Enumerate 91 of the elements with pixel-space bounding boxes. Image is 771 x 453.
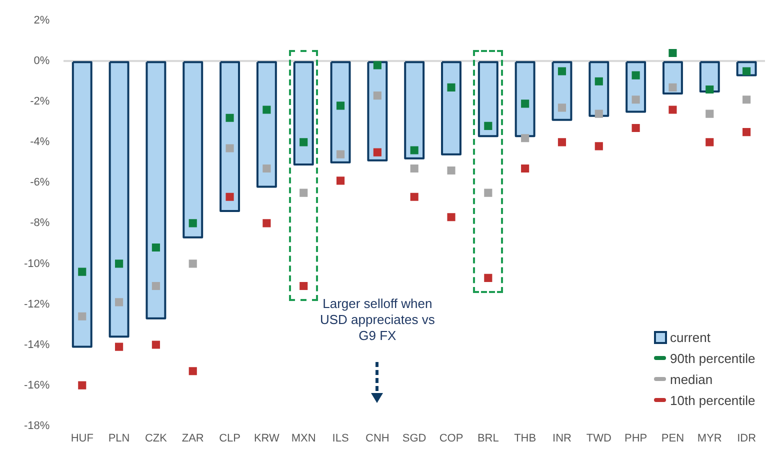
- y-tick-label: -2%: [30, 96, 50, 108]
- x-tick-label: THB: [514, 432, 536, 444]
- y-tick-label: 0%: [34, 55, 50, 68]
- point: [594, 110, 603, 118]
- point: [521, 100, 530, 108]
- y-tick-label: -8%: [30, 217, 50, 230]
- point: [668, 48, 677, 58]
- point: [115, 298, 124, 306]
- point: [152, 340, 160, 349]
- x-tick-label: MXN: [291, 432, 316, 444]
- legend-label: 10th percentile: [670, 392, 756, 408]
- y-tick-label: -18%: [24, 420, 50, 432]
- x-tick-label: IDR: [737, 432, 756, 444]
- point: [410, 164, 418, 173]
- point: [226, 192, 234, 201]
- point: [373, 92, 382, 100]
- point: [558, 104, 566, 112]
- point: [152, 243, 160, 252]
- y-tick-label: -14%: [24, 338, 50, 351]
- point: [410, 192, 418, 201]
- point: [484, 188, 492, 197]
- y-tick-label: -10%: [24, 258, 50, 270]
- x-tick-label: PHP: [624, 432, 648, 444]
- point: [336, 150, 345, 158]
- point: [447, 213, 456, 222]
- legend-label: median: [670, 372, 713, 387]
- x-tick-label: INR: [552, 432, 572, 444]
- y-tick-label: 2%: [34, 14, 50, 27]
- point: [226, 114, 234, 122]
- point: [521, 134, 530, 142]
- point: [447, 166, 456, 175]
- legend-label: 90th percentile: [670, 350, 756, 366]
- point: [632, 124, 640, 132]
- x-tick-label: COP: [439, 432, 464, 444]
- x-tick-label: BRL: [477, 432, 499, 444]
- point: [632, 71, 640, 80]
- point: [188, 260, 197, 268]
- point: [262, 219, 271, 228]
- point: [594, 77, 603, 86]
- point: [188, 367, 197, 376]
- point: [521, 164, 530, 173]
- x-tick-label: HUF: [70, 432, 94, 444]
- x-tick-label: ILS: [332, 432, 349, 444]
- point: [410, 146, 418, 154]
- point: [115, 342, 124, 351]
- point: [484, 122, 492, 130]
- point: [594, 142, 603, 150]
- point: [558, 67, 566, 76]
- x-tick-label: CLP: [219, 432, 240, 444]
- point: [484, 274, 492, 282]
- point: [668, 106, 677, 114]
- x-tick-label: SGD: [402, 432, 426, 444]
- point: [447, 83, 456, 92]
- point: [373, 61, 382, 70]
- point: [78, 312, 86, 320]
- x-tick-label: CNH: [366, 432, 390, 444]
- point: [558, 138, 566, 146]
- point: [668, 83, 677, 92]
- x-tick-label: ZAR: [182, 432, 204, 444]
- x-tick-label: MYR: [697, 432, 722, 444]
- point: [742, 96, 751, 104]
- point: [78, 381, 86, 390]
- y-tick-label: -6%: [30, 176, 50, 189]
- point: [300, 138, 308, 146]
- point: [115, 260, 124, 268]
- annotation: Larger selloff when USD appreciates vs G9 FX: [318, 296, 436, 344]
- point: [706, 110, 714, 118]
- point: [336, 176, 345, 185]
- x-tick-label: PEN: [661, 432, 684, 444]
- x-tick-label: PLN: [108, 432, 130, 444]
- x-tick-label: KRW: [254, 432, 280, 444]
- point: [78, 268, 86, 276]
- point: [632, 96, 640, 104]
- point: [706, 85, 714, 94]
- legend-label: current: [670, 330, 710, 345]
- point: [336, 102, 345, 110]
- point: [300, 188, 308, 197]
- point: [300, 282, 308, 290]
- point: [742, 128, 751, 136]
- point: [706, 138, 714, 146]
- y-tick-label: -12%: [24, 298, 50, 310]
- point: [226, 144, 234, 152]
- x-tick-label: TWD: [586, 432, 612, 444]
- y-tick-label: -4%: [30, 136, 50, 148]
- point: [152, 282, 160, 290]
- point: [262, 164, 271, 173]
- y-tick-label: -16%: [24, 379, 50, 392]
- point: [262, 106, 271, 114]
- point: [373, 148, 382, 156]
- x-tick-label: CZK: [144, 432, 168, 444]
- point: [188, 219, 197, 228]
